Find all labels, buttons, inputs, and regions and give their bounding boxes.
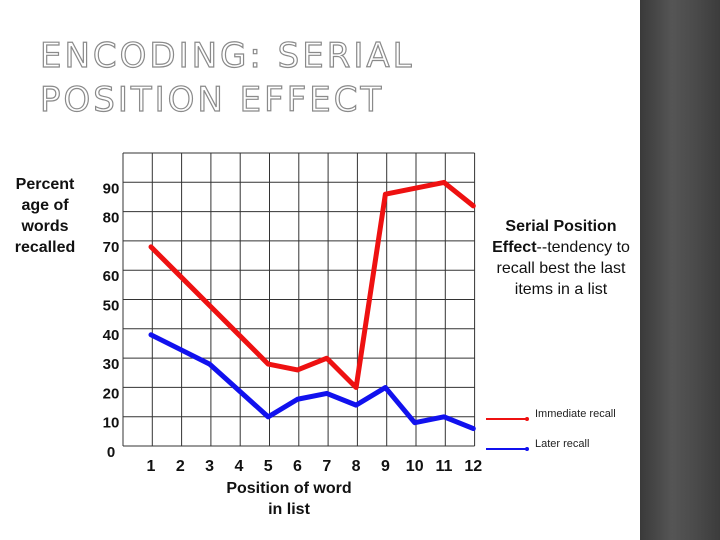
definition-term: Serial Position Effect xyxy=(492,218,617,256)
definition-note: Serial Position Effect--tendency to reca… xyxy=(486,216,636,300)
series-line-immediate-recall xyxy=(148,179,476,391)
y-tick-label: 0 xyxy=(107,444,115,461)
y-tick-label: 50 xyxy=(103,298,120,315)
decorative-side-strip xyxy=(640,0,720,540)
y-tick-label: 30 xyxy=(103,356,120,373)
x-tick-label: 9 xyxy=(381,458,390,475)
y-tick-label: 80 xyxy=(103,210,120,227)
y-tick-label: 60 xyxy=(103,268,120,285)
x-tick-label: 7 xyxy=(322,458,331,475)
x-tick-label: 2 xyxy=(176,458,185,475)
x-tick-label: 10 xyxy=(406,458,424,475)
x-tick-label: 6 xyxy=(293,458,302,475)
y-tick-label: 10 xyxy=(103,415,120,432)
y-tick-label: 90 xyxy=(103,180,120,197)
x-tick-label: 3 xyxy=(205,458,214,475)
y-tick-label: 20 xyxy=(103,385,120,402)
y-tick-label: 70 xyxy=(103,239,120,256)
y-axis-label: Percent age of words recalled xyxy=(14,176,76,256)
x-tick-label: 11 xyxy=(436,458,453,475)
x-tick-label: 5 xyxy=(264,458,273,475)
x-tick-label: 8 xyxy=(352,458,361,475)
legend-marker xyxy=(525,447,529,451)
series-line-later-recall xyxy=(148,332,476,432)
x-axis-label: Position of word in list xyxy=(226,480,352,518)
legend-marker xyxy=(525,417,529,421)
y-tick-label: 40 xyxy=(103,327,120,344)
legend-label: Immediate recall xyxy=(535,408,616,420)
x-tick-label: 4 xyxy=(234,458,243,475)
legend-label: Later recall xyxy=(535,438,589,450)
x-tick-label: 1 xyxy=(147,458,156,475)
definition-text: --tendency to recall best the last items… xyxy=(496,239,630,298)
slide-title: ENCODING: SERIAL POSITION EFFECT xyxy=(39,35,415,120)
x-tick-label: 12 xyxy=(464,458,482,475)
